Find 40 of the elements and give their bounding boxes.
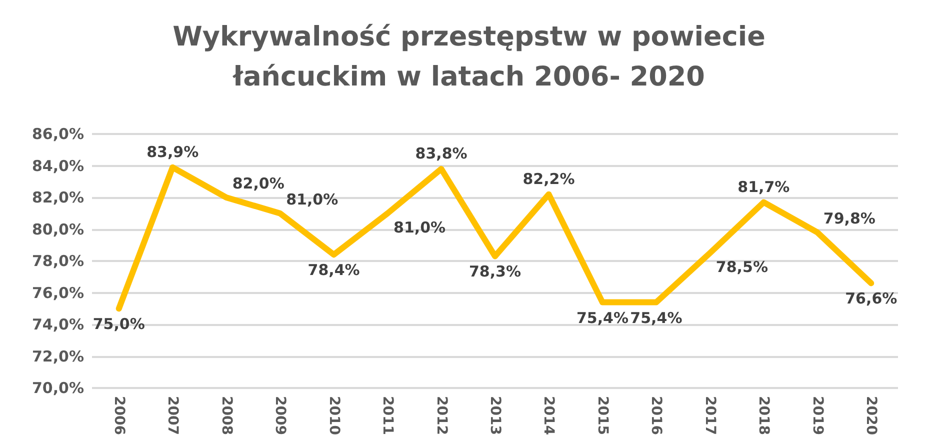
- data-label: 78,4%: [308, 261, 360, 280]
- x-tick-label: 2015: [594, 396, 610, 435]
- x-tick-label: 2009: [272, 396, 288, 435]
- data-label: 82,2%: [522, 170, 575, 188]
- x-tick-label: 2017: [702, 396, 718, 435]
- x-tick-label: 2008: [218, 396, 234, 435]
- data-label: 81,0%: [286, 190, 338, 208]
- x-tick-label: 2013: [487, 396, 503, 435]
- x-tick-label: 2020: [863, 396, 880, 436]
- data-label: 75,0%: [92, 315, 145, 334]
- x-tick-label: 2016: [648, 396, 664, 435]
- data-label: 79,8%: [823, 209, 876, 228]
- x-tick-label: 2019: [809, 396, 826, 435]
- y-tick-label: 86,0%: [32, 125, 84, 143]
- chart-title: Wykrywalność przestępstw w powiecie łańcuckim w latach 2006- 2020: [172, 22, 766, 92]
- data-label: 76,6%: [845, 290, 898, 308]
- data-label: 78,3%: [468, 262, 522, 281]
- data-label: 81,7%: [738, 178, 790, 196]
- data-label: 82,0%: [232, 174, 284, 192]
- data-label: 83,8%: [415, 144, 468, 162]
- y-tick-label: 70,0%: [32, 379, 84, 397]
- y-tick-label: 74,0%: [32, 316, 84, 334]
- x-tick-label: 2010: [326, 396, 342, 436]
- y-tick-label: 72,0%: [32, 347, 84, 366]
- x-tick-label: 2007: [164, 396, 181, 435]
- y-tick-label: 84,0%: [32, 156, 84, 175]
- x-tick-label: 2012: [433, 396, 450, 435]
- x-tick-label: 2011: [380, 396, 396, 435]
- y-tick-label: 76,0%: [32, 284, 84, 302]
- data-label: 75,4%: [630, 308, 682, 327]
- x-tick-label: 2006: [110, 396, 127, 435]
- data-label: 78,5%: [716, 258, 768, 276]
- data-label: 83,9%: [146, 142, 199, 161]
- data-label: 81,0%: [394, 218, 446, 236]
- x-tick-label: 2018: [756, 396, 772, 435]
- x-tick-label: 2014: [540, 396, 557, 436]
- y-tick-label: 78,0%: [32, 252, 84, 270]
- y-tick-label: 82,0%: [32, 188, 84, 206]
- y-tick-label: 80,0%: [32, 220, 84, 238]
- data-label: 75,4%: [576, 308, 628, 327]
